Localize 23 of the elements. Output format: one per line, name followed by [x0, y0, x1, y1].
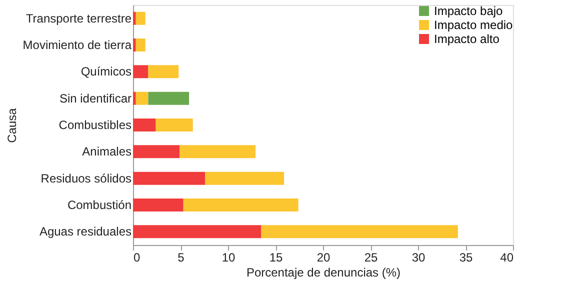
x-tick-label: 40 [500, 250, 514, 264]
y-tick-label: Combustibles [58, 118, 132, 132]
x-tick-label: 15 [269, 250, 283, 264]
y-tick-label: Residuos sólidos [40, 171, 132, 186]
x-tick-label: 20 [316, 250, 330, 264]
y-tick-label: Químicos [80, 64, 132, 79]
y-tick-label: Movimiento de tierra [22, 38, 132, 52]
legend-label: Impacto bajo [434, 4, 504, 18]
y-axis-title: Causa [4, 108, 19, 143]
x-tick-label: 30 [412, 250, 426, 264]
y-tick-label: Sin identificar [59, 91, 132, 106]
y-tick-label: Animales [82, 144, 132, 159]
x-tick-label: 25 [364, 250, 378, 264]
legend-label: Impacto medio [434, 18, 514, 32]
y-tick-label: Aguas residuales [39, 224, 132, 239]
x-axis-title: Porcentaje de denuncias (%) [246, 266, 401, 280]
y-tick-label: Combustión [67, 198, 132, 212]
x-tick-label: 10 [222, 250, 236, 264]
x-tick-label: 5 [178, 250, 185, 264]
legend-label: Impacto alto [434, 32, 500, 46]
y-tick-label: Transporte terrestre [26, 11, 132, 26]
x-tick-label: 0 [134, 250, 140, 264]
x-tick-label: 35 [459, 250, 473, 264]
